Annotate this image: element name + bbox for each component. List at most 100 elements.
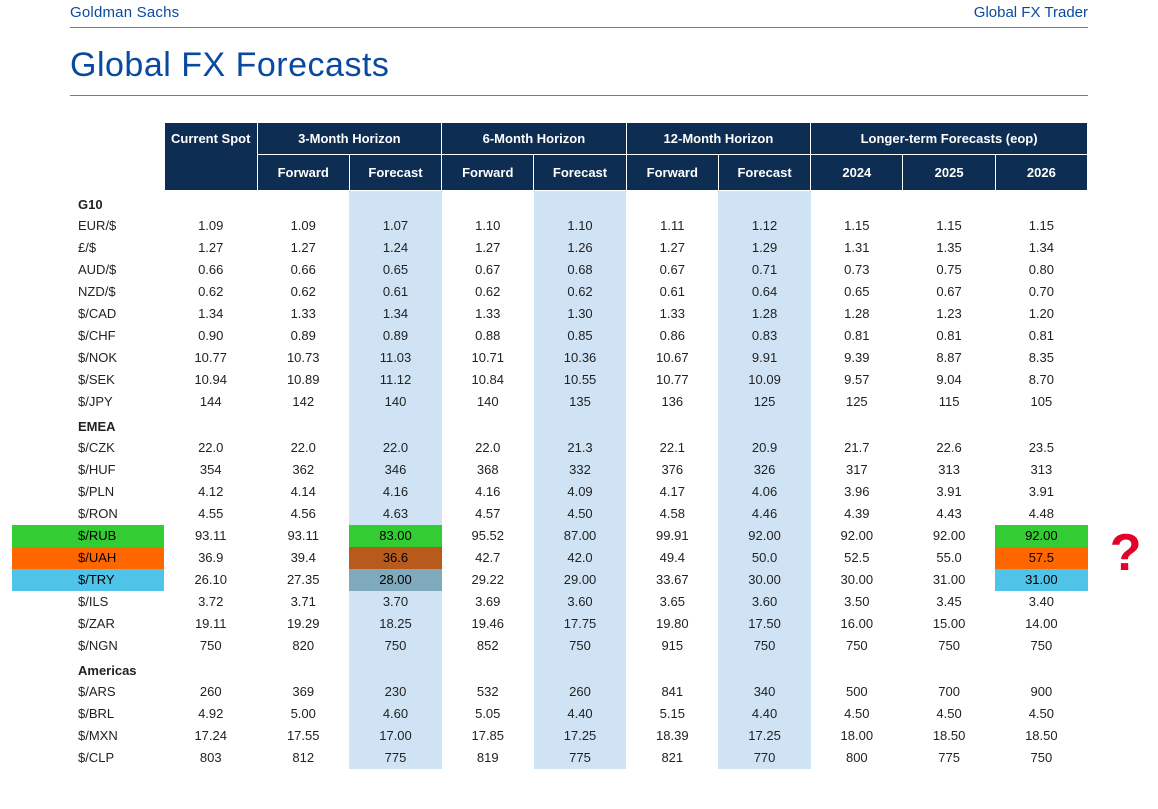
spot-value: 4.12 (164, 481, 257, 503)
pair-label: $/RON (70, 503, 164, 525)
fwd-6m: 3.69 (442, 591, 534, 613)
fc-6m: 10.55 (534, 369, 626, 391)
fc-3m: 36.6 (349, 547, 441, 569)
fc-3m: 17.00 (349, 725, 441, 747)
y-2024: 18.00 (811, 725, 903, 747)
fwd-12m: 18.39 (626, 725, 718, 747)
fc-3m: 11.12 (349, 369, 441, 391)
pair-label: $/ZAR (70, 613, 164, 635)
fwd-12m: 4.58 (626, 503, 718, 525)
y-2025: 4.50 (903, 703, 995, 725)
y-2024: 125 (811, 391, 903, 413)
col-current-spot: Current Spot (164, 123, 257, 191)
spot-value: 3.72 (164, 591, 257, 613)
col-forecast: Forecast (534, 155, 626, 191)
fc-6m: 332 (534, 459, 626, 481)
fwd-12m: 0.61 (626, 281, 718, 303)
pair-label: $/UAH (70, 547, 164, 569)
divider (70, 95, 1088, 96)
fwd-12m: 5.15 (626, 703, 718, 725)
fwd-6m: 0.62 (442, 281, 534, 303)
y-2026: 0.81 (995, 325, 1087, 347)
table-row: $/SEK10.9410.8911.1210.8410.5510.7710.09… (70, 369, 1088, 391)
fwd-6m: 140 (442, 391, 534, 413)
table-row: $/BRL4.925.004.605.054.405.154.404.504.5… (70, 703, 1088, 725)
fwd-6m: 1.10 (442, 215, 534, 237)
y-2024: 0.73 (811, 259, 903, 281)
fc-6m: 4.50 (534, 503, 626, 525)
fwd-3m: 369 (257, 681, 349, 703)
spot-value: 22.0 (164, 437, 257, 459)
fwd-12m: 3.65 (626, 591, 718, 613)
fwd-12m: 10.77 (626, 369, 718, 391)
y-2025: 0.67 (903, 281, 995, 303)
fwd-12m: 0.67 (626, 259, 718, 281)
pair-label: $/NOK (70, 347, 164, 369)
page-title: Global FX Forecasts (70, 46, 1088, 85)
fwd-3m: 0.66 (257, 259, 349, 281)
y-2026: 3.91 (995, 481, 1087, 503)
y-2024: 9.39 (811, 347, 903, 369)
fwd-3m: 39.4 (257, 547, 349, 569)
fc-3m: 4.63 (349, 503, 441, 525)
y-2024: 52.5 (811, 547, 903, 569)
fc-3m: 140 (349, 391, 441, 413)
fc-3m: 0.65 (349, 259, 441, 281)
fwd-3m: 1.33 (257, 303, 349, 325)
fc-12m: 20.9 (718, 437, 810, 459)
y-2025: 750 (903, 635, 995, 657)
y-2024: 30.00 (811, 569, 903, 591)
pair-label: AUD/$ (70, 259, 164, 281)
y-2025: 313 (903, 459, 995, 481)
y-2025: 8.87 (903, 347, 995, 369)
section-label: Americas (70, 657, 164, 681)
table-row: $/TRY26.1027.3528.0029.2229.0033.6730.00… (70, 569, 1088, 591)
y-2024: 21.7 (811, 437, 903, 459)
fwd-3m: 362 (257, 459, 349, 481)
y-2026: 0.80 (995, 259, 1087, 281)
fwd-3m: 4.14 (257, 481, 349, 503)
fc-3m: 4.60 (349, 703, 441, 725)
table-row: NZD/$0.620.620.610.620.620.610.640.650.6… (70, 281, 1088, 303)
y-2025: 3.91 (903, 481, 995, 503)
col-6m: 6-Month Horizon (442, 123, 627, 155)
fc-3m: 22.0 (349, 437, 441, 459)
fc-6m: 3.60 (534, 591, 626, 613)
fc-12m: 0.83 (718, 325, 810, 347)
fwd-6m: 0.88 (442, 325, 534, 347)
fwd-12m: 10.67 (626, 347, 718, 369)
fwd-6m: 1.33 (442, 303, 534, 325)
fc-12m: 1.29 (718, 237, 810, 259)
y-2024: 92.00 (811, 525, 903, 547)
fc-6m: 10.36 (534, 347, 626, 369)
spot-value: 10.77 (164, 347, 257, 369)
fwd-3m: 10.73 (257, 347, 349, 369)
table-row: $/CHF0.900.890.890.880.850.860.830.810.8… (70, 325, 1088, 347)
fwd-3m: 19.29 (257, 613, 349, 635)
fwd-12m: 1.11 (626, 215, 718, 237)
y-2025: 22.6 (903, 437, 995, 459)
y-2026: 750 (995, 635, 1087, 657)
fwd-3m: 0.89 (257, 325, 349, 347)
fc-12m: 4.40 (718, 703, 810, 725)
y-2024: 1.15 (811, 215, 903, 237)
fc-12m: 4.46 (718, 503, 810, 525)
fc-3m: 1.07 (349, 215, 441, 237)
y-2024: 1.31 (811, 237, 903, 259)
table-row: $/JPY144142140140135136125125115105 (70, 391, 1088, 413)
fx-forecast-table: Current Spot 3-Month Horizon 6-Month Hor… (70, 122, 1088, 769)
col-2026: 2026 (995, 155, 1087, 191)
pair-label: EUR/$ (70, 215, 164, 237)
y-2026: 18.50 (995, 725, 1087, 747)
table-row: $/RON4.554.564.634.574.504.584.464.394.4… (70, 503, 1088, 525)
fc-3m: 3.70 (349, 591, 441, 613)
spot-value: 4.92 (164, 703, 257, 725)
col-longterm: Longer-term Forecasts (eop) (811, 123, 1088, 155)
fc-3m: 346 (349, 459, 441, 481)
fc-6m: 1.30 (534, 303, 626, 325)
col-2024: 2024 (811, 155, 903, 191)
table-row: $/CLP803812775819775821770800775750 (70, 747, 1088, 769)
fwd-3m: 142 (257, 391, 349, 413)
pair-label: NZD/$ (70, 281, 164, 303)
fwd-6m: 4.57 (442, 503, 534, 525)
